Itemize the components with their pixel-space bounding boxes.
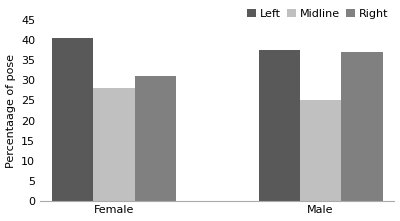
- Bar: [300, 100, 341, 201]
- Bar: [52, 38, 93, 201]
- Bar: [341, 52, 383, 201]
- Legend: Left, Midline, Right: Left, Midline, Right: [243, 4, 392, 23]
- Bar: [259, 50, 300, 201]
- Bar: [93, 88, 134, 201]
- Y-axis label: Percentaage of pose: Percentaage of pose: [6, 53, 16, 168]
- Bar: [134, 76, 176, 201]
